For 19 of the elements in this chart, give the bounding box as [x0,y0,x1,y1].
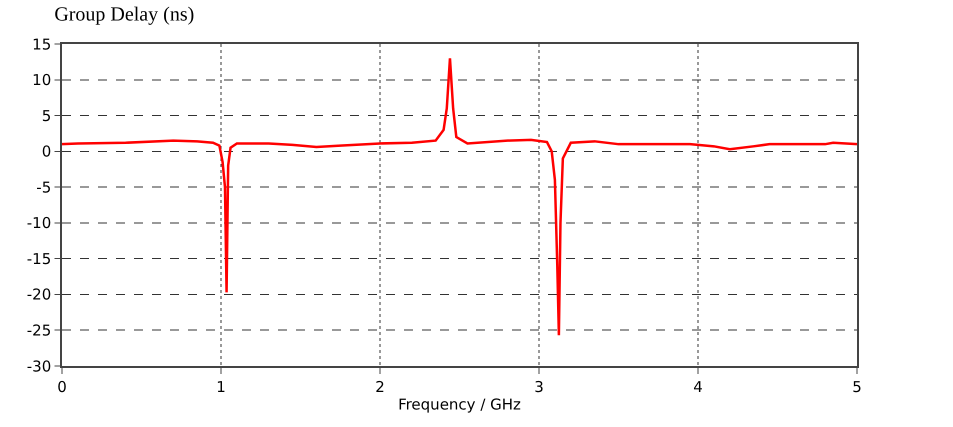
x-tick-label: 3 [534,378,544,396]
y-tick-label: 0 [42,142,52,161]
x-axis-title: Frequency / GHz [398,395,522,414]
y-tick-label: -25 [26,321,52,340]
line-series [62,57,857,336]
y-tick-label: -15 [26,250,52,268]
x-tick-label: 1 [216,378,226,396]
y-tick-label: 10 [32,71,52,90]
y-tick-label: -30 [26,357,52,376]
x-tick-label: 0 [57,378,67,396]
chart-title: Group Delay (ns) [54,3,194,26]
x-tick-label: 5 [852,378,862,396]
y-tick-label: 5 [42,106,52,125]
y-tick-label: -10 [26,214,52,232]
y-tick-label: -20 [26,286,52,304]
y-tick-label: 15 [32,35,52,54]
x-tick-label: 4 [693,378,703,396]
x-tick-label: 2 [375,378,385,396]
y-tick-label: -5 [36,178,52,196]
